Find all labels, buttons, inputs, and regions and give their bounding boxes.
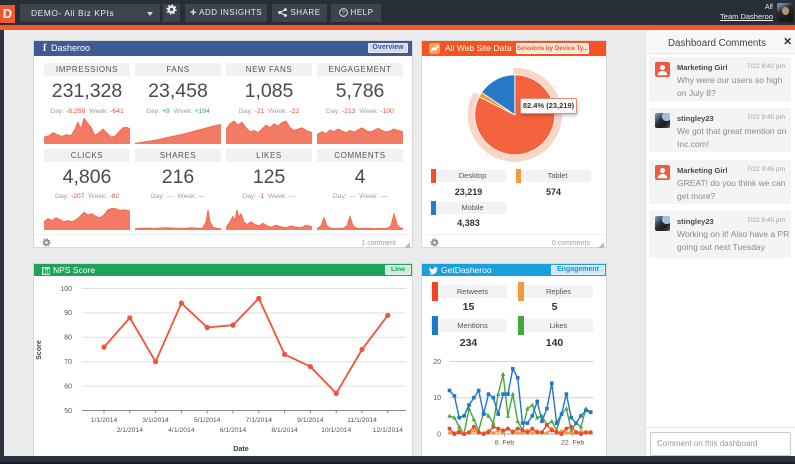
svg-text:10: 10 <box>433 395 441 402</box>
svg-text:5/1/2014: 5/1/2014 <box>194 417 221 424</box>
svg-text:8/1/2014: 8/1/2014 <box>271 427 298 434</box>
svg-text:2/1/2014: 2/1/2014 <box>117 427 144 434</box>
svg-text:7/1/2014: 7/1/2014 <box>246 417 273 424</box>
svg-text:?: ? <box>341 11 345 17</box>
svg-text:20: 20 <box>433 359 441 366</box>
svg-text:11/1/2014: 11/1/2014 <box>347 417 377 424</box>
svg-text:22. Feb: 22. Feb <box>561 440 584 447</box>
svg-text:80: 80 <box>64 335 72 342</box>
svg-text:100: 100 <box>60 286 72 293</box>
svg-text:9/1/2014: 9/1/2014 <box>297 417 324 424</box>
svg-text:4/1/2014: 4/1/2014 <box>168 427 195 434</box>
svg-text:50: 50 <box>64 408 72 415</box>
svg-text:60: 60 <box>64 383 72 390</box>
svg-text:Date: Date <box>233 444 249 453</box>
svg-text:90: 90 <box>64 310 72 317</box>
svg-text:0: 0 <box>437 431 441 438</box>
svg-text:6/1/2014: 6/1/2014 <box>220 427 247 434</box>
svg-text:8. Feb: 8. Feb <box>495 440 514 447</box>
svg-text:10/1/2014: 10/1/2014 <box>321 427 351 434</box>
svg-text:1/1/2014: 1/1/2014 <box>91 417 118 424</box>
svg-text:3/1/2014: 3/1/2014 <box>142 417 169 424</box>
svg-text:70: 70 <box>64 359 72 366</box>
svg-text:Score: Score <box>36 340 43 360</box>
svg-text:12/1/2014: 12/1/2014 <box>373 427 403 434</box>
